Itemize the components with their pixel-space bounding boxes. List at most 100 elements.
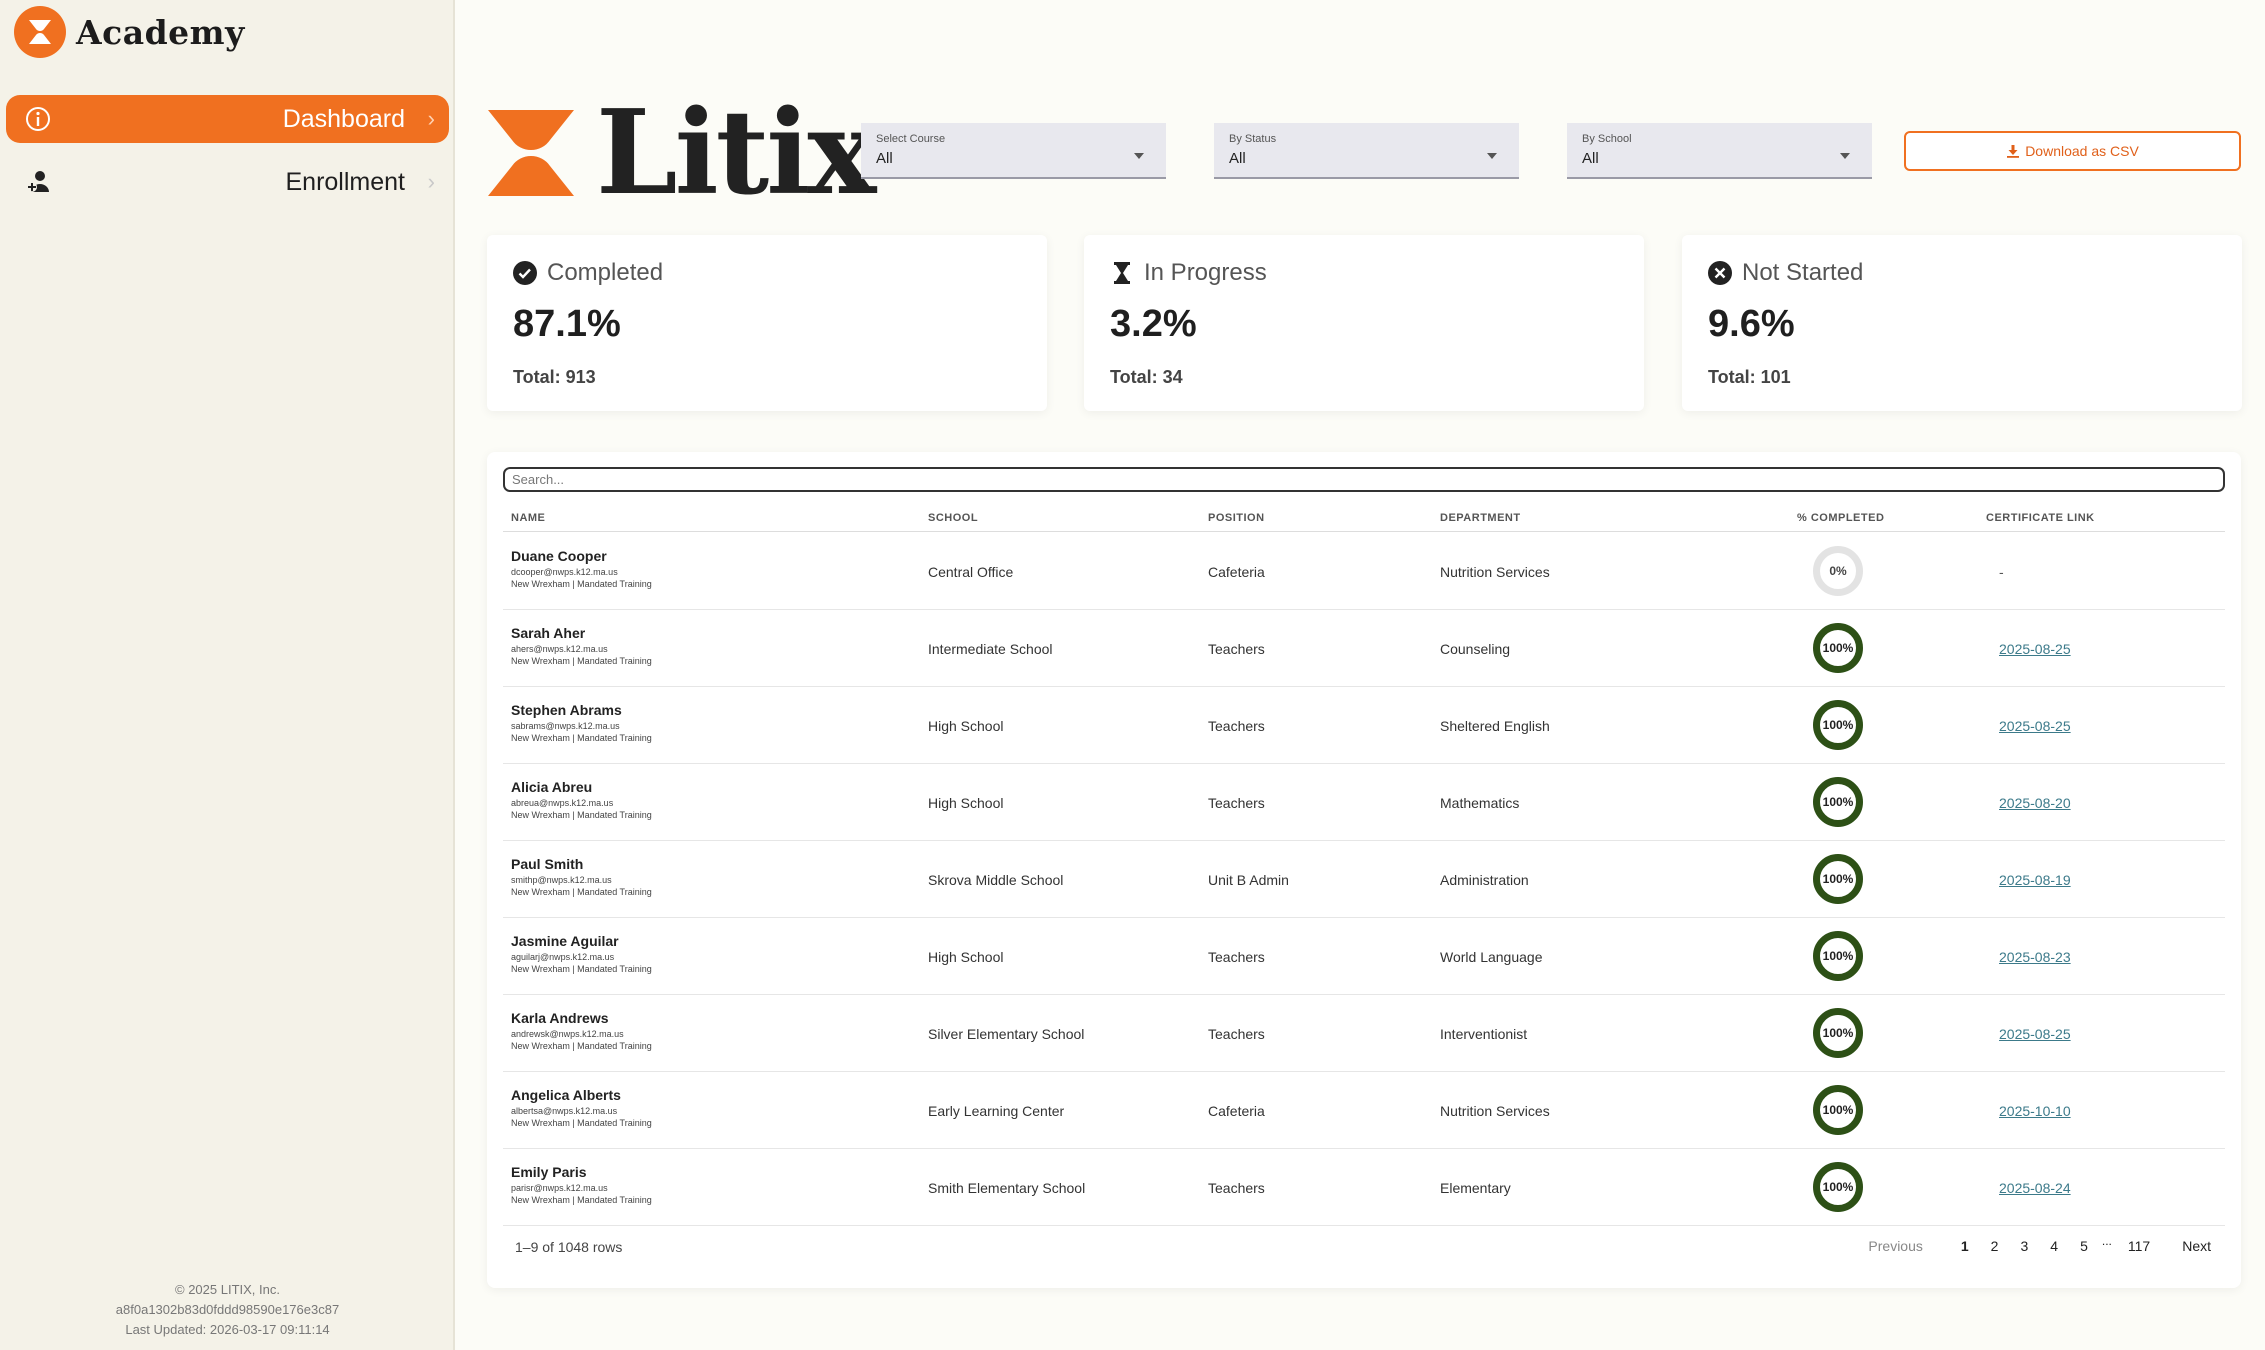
col-certificate-header[interactable]: CERTIFICATE LINK (1986, 512, 2095, 524)
hourglass-icon (1114, 262, 1130, 284)
completion-ring: 100% (1813, 1162, 1863, 1212)
row-email: smithp@nwps.k12.ma.us (511, 875, 612, 885)
completion-ring: 100% (1813, 777, 1863, 827)
certificate-link[interactable]: 2025-10-10 (1999, 1103, 2071, 1119)
row-department: World Language (1440, 949, 1543, 965)
download-label: Download as CSV (2025, 143, 2139, 159)
sidebar-item-dashboard[interactable]: Dashboard › (6, 95, 449, 143)
certificate-link[interactable]: 2025-08-25 (1999, 718, 2071, 734)
stat-title: Completed (547, 259, 664, 286)
table-header: NAME SCHOOL POSITION DEPARTMENT % COMPLE… (503, 510, 2225, 532)
certificate-link[interactable]: 2025-08-24 (1999, 1180, 2071, 1196)
pagination-ellipsis: ... (2101, 1234, 2112, 1248)
stat-total: Total: 34 (1110, 367, 1183, 387)
certificate-link[interactable]: 2025-08-23 (1999, 949, 2071, 965)
table-row[interactable]: Duane Cooper dcooper@nwps.k12.ma.us New … (503, 533, 2225, 610)
course-select[interactable]: Select Course All (861, 123, 1166, 179)
table-row[interactable]: Alicia Abreu abreua@nwps.k12.ma.us New W… (503, 764, 2225, 841)
certificate-link[interactable]: 2025-08-20 (1999, 795, 2071, 811)
row-name: Emily Paris (511, 1164, 587, 1180)
page-5-button[interactable]: 5 (2080, 1238, 2088, 1254)
row-name: Alicia Abreu (511, 779, 593, 795)
table-row[interactable]: Karla Andrews andrewsk@nwps.k12.ma.us Ne… (503, 995, 2225, 1072)
completion-ring: 100% (1813, 1008, 1863, 1058)
row-name: Stephen Abrams (511, 702, 622, 718)
row-email: dcooper@nwps.k12.ma.us (511, 567, 618, 577)
row-org: New Wrexham | Mandated Training (511, 579, 652, 589)
row-department: Sheltered English (1440, 718, 1550, 734)
page-1-button[interactable]: 1 (1960, 1238, 1969, 1254)
table-row[interactable]: Sarah Aher ahers@nwps.k12.ma.us New Wrex… (503, 610, 2225, 687)
row-org: New Wrexham | Mandated Training (511, 1118, 652, 1128)
next-page-button[interactable]: Next (2182, 1238, 2211, 1254)
completion-ring: 100% (1813, 700, 1863, 750)
row-department: Nutrition Services (1440, 1103, 1550, 1119)
select-value: All (1582, 150, 1599, 167)
row-department: Nutrition Services (1440, 564, 1550, 580)
row-school: High School (928, 718, 1004, 734)
col-school-header[interactable]: SCHOOL (928, 512, 979, 524)
brand-name: Academy (76, 12, 245, 52)
certificate-link[interactable]: 2025-08-25 (1999, 1026, 2071, 1042)
table-row[interactable]: Stephen Abrams sabrams@nwps.k12.ma.us Ne… (503, 687, 2225, 764)
select-label: Select Course (876, 133, 946, 145)
sidebar-item-enrollment[interactable]: Enrollment › (6, 158, 449, 206)
school-select[interactable]: By School All (1567, 123, 1872, 179)
col-department-header[interactable]: DEPARTMENT (1440, 512, 1521, 524)
chevron-right-icon: › (427, 106, 435, 131)
row-name: Paul Smith (511, 856, 584, 872)
row-name: Karla Andrews (511, 1010, 609, 1026)
row-school: High School (928, 949, 1004, 965)
row-org: New Wrexham | Mandated Training (511, 810, 652, 820)
row-email: ahers@nwps.k12.ma.us (511, 644, 608, 654)
download-icon (2007, 145, 2020, 158)
col-name-header[interactable]: NAME (511, 512, 546, 524)
certificate-link[interactable]: 2025-08-19 (1999, 872, 2071, 888)
download-csv-button[interactable]: Download as CSV (1904, 131, 2241, 171)
col-position-header[interactable]: POSITION (1208, 512, 1265, 524)
row-position: Teachers (1208, 718, 1265, 734)
page-last-button[interactable]: 117 (2127, 1238, 2151, 1254)
row-org: New Wrexham | Mandated Training (511, 964, 652, 974)
table-row[interactable]: Emily Paris parisr@nwps.k12.ma.us New Wr… (503, 1149, 2225, 1226)
row-position: Teachers (1208, 795, 1265, 811)
completion-ring: 0% (1813, 546, 1863, 596)
completion-ring: 100% (1813, 931, 1863, 981)
table-row[interactable]: Jasmine Aguilar aguilarj@nwps.k12.ma.us … (503, 918, 2225, 995)
brand[interactable]: Academy (14, 6, 245, 58)
row-position: Unit B Admin (1208, 872, 1289, 888)
row-school: Intermediate School (928, 641, 1053, 657)
table-row[interactable]: Angelica Alberts albertsa@nwps.k12.ma.us… (503, 1072, 2225, 1149)
stat-total: Total: 101 (1708, 367, 1791, 387)
row-name: Duane Cooper (511, 548, 607, 564)
page-2-button[interactable]: 2 (1990, 1238, 1999, 1254)
stat-percent: 9.6% (1708, 303, 1795, 345)
row-department: Elementary (1440, 1180, 1511, 1196)
status-select[interactable]: By Status All (1214, 123, 1519, 179)
row-org: New Wrexham | Mandated Training (511, 656, 652, 666)
table-row[interactable]: Paul Smith smithp@nwps.k12.ma.us New Wre… (503, 841, 2225, 918)
row-name: Angelica Alberts (511, 1087, 621, 1103)
select-value: All (876, 150, 893, 167)
litix-mark-icon (488, 110, 574, 196)
row-position: Teachers (1208, 1026, 1265, 1042)
row-school: High School (928, 795, 1004, 811)
select-value: All (1229, 150, 1246, 167)
certificate-link[interactable]: 2025-08-25 (1999, 641, 2071, 657)
build-hash: a8f0a1302b83d0fddd98590e176e3c87 (115, 1302, 340, 1317)
row-position: Teachers (1208, 641, 1265, 657)
completion-ring: 100% (1813, 623, 1863, 673)
page-3-button[interactable]: 3 (2020, 1238, 2029, 1254)
stat-percent: 3.2% (1110, 303, 1197, 345)
page-4-button[interactable]: 4 (2050, 1238, 2059, 1254)
litix-logo: Litix (488, 85, 876, 221)
row-school: Smith Elementary School (928, 1180, 1086, 1196)
previous-page-button[interactable]: Previous (1868, 1238, 1923, 1254)
row-school: Skrova Middle School (928, 872, 1064, 888)
col-completed-header[interactable]: % COMPLETED (1797, 512, 1885, 524)
search-input[interactable] (503, 467, 2225, 492)
row-org: New Wrexham | Mandated Training (511, 1041, 652, 1051)
select-label: By School (1582, 133, 1632, 145)
litix-wordmark: Litix (596, 85, 876, 221)
row-position: Teachers (1208, 949, 1265, 965)
